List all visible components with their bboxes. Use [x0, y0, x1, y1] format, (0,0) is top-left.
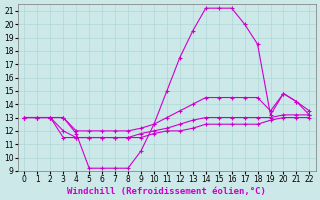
X-axis label: Windchill (Refroidissement éolien,°C): Windchill (Refroidissement éolien,°C) [68, 187, 266, 196]
